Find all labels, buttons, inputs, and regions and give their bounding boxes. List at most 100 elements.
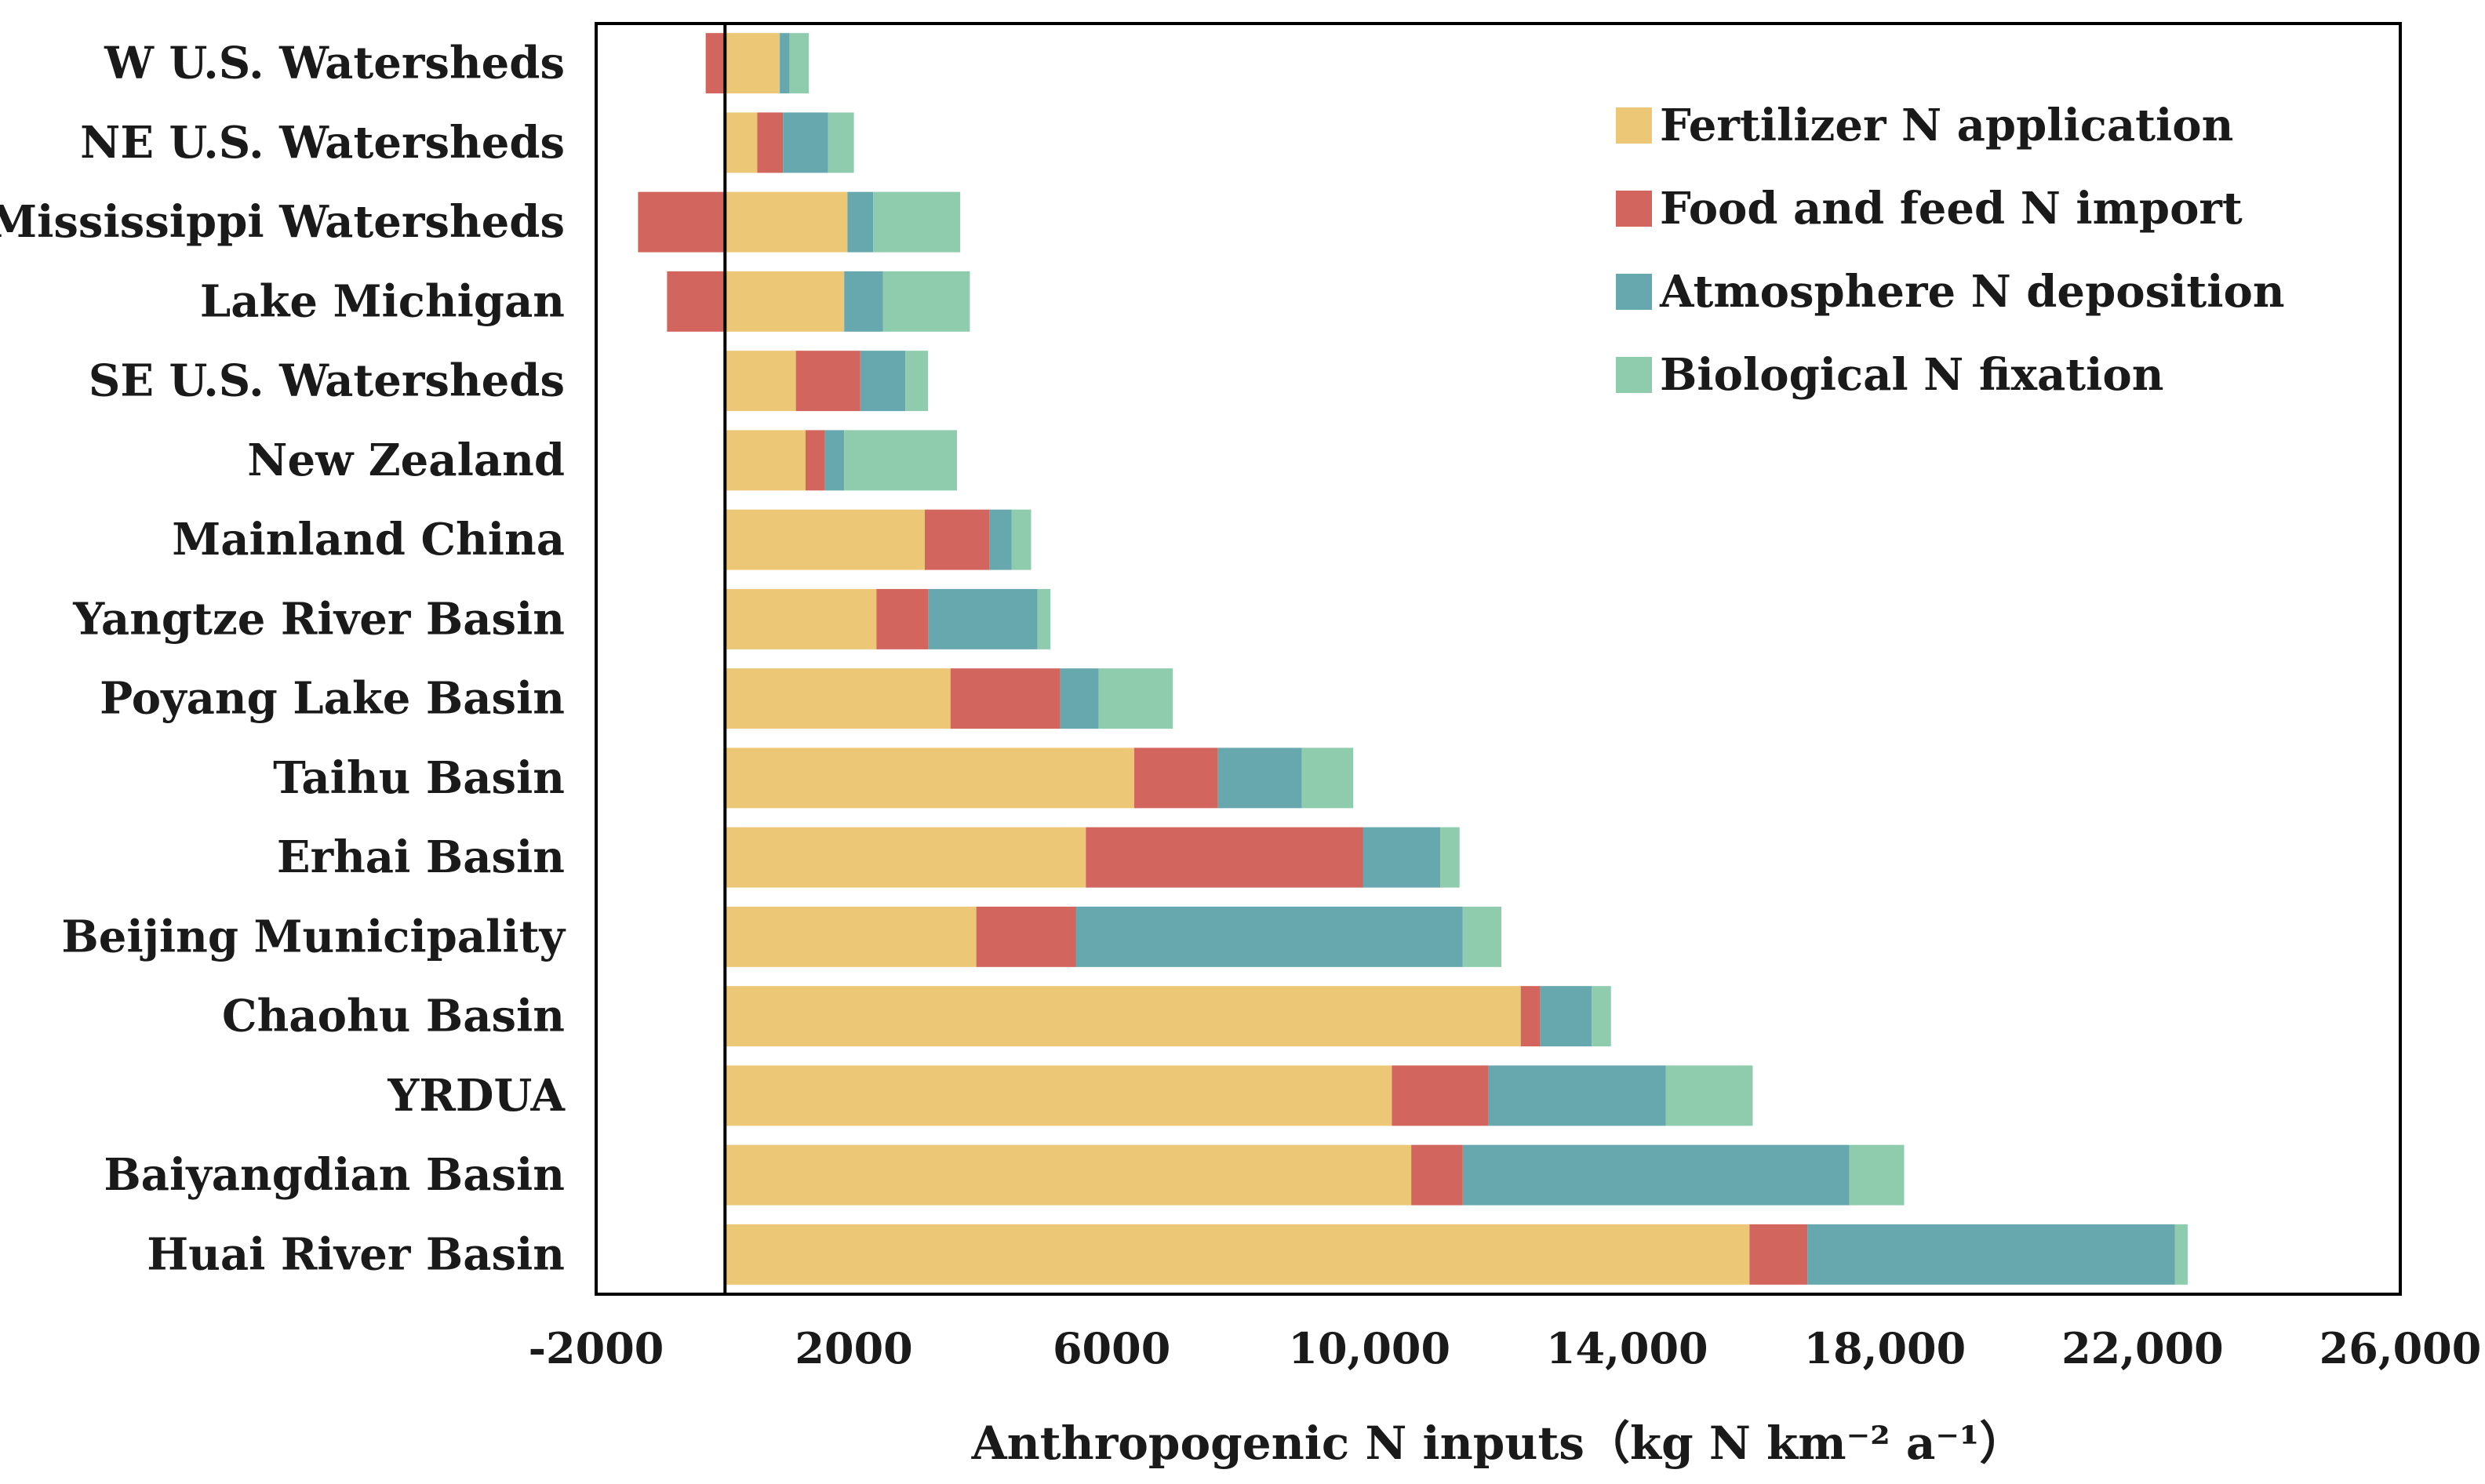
bar-baiyangdian-basin-atmosphere-n-deposition [1462,1144,1850,1206]
x-tick-label: 26,000 [2319,1323,2482,1373]
x-tick-label: 14,000 [1546,1323,1708,1373]
bar-huai-river-basin-atmosphere-n-deposition [1807,1224,2175,1285]
category-label-se-u-s-watersheds: SE U.S. Watersheds [89,355,565,407]
legend: Fertilizer N application Food and feed N … [1616,100,2285,401]
plot-frame [595,22,2402,1296]
bar-mainland-china-food-and-feed-n-import [924,509,990,570]
bar-mississippi-watersheds-fertilizer-n-application [725,191,848,253]
bar-taihu-basin-food-and-feed-n-import [1133,747,1218,809]
category-label-beijing-municipality: Beijing Municipality [61,911,566,962]
category-label-baiyangdian-basin: Baiyangdian Basin [104,1149,565,1201]
bar-taihu-basin-fertilizer-n-application [725,747,1134,809]
legend-swatch-fertilizer-n-application [1616,107,1652,144]
bar-yrdua-biological-n-fixation [1665,1065,1753,1126]
bar-lake-michigan-fertilizer-n-application [725,271,845,332]
bar-new-zealand-fertilizer-n-application [725,430,806,491]
bar-mississippi-watersheds-atmosphere-n-deposition [847,191,874,253]
bar-taihu-basin-biological-n-fixation [1301,747,1354,809]
bar-yangtze-river-basin-food-and-feed-n-import [876,588,929,649]
x-tick-label: -2000 [529,1323,664,1373]
bar-poyang-lake-basin-biological-n-fixation [1098,668,1173,729]
category-label-taihu-basin: Taihu Basin [273,752,565,804]
bar-w-u-s-watersheds-biological-n-fixation [789,33,810,94]
bar-poyang-lake-basin-food-and-feed-n-import [950,668,1061,729]
bar-erhai-basin-food-and-feed-n-import [1086,827,1363,888]
category-label-w-u-s-watersheds: W U.S. Watersheds [104,38,565,89]
x-tick-label: 22,000 [2061,1323,2224,1373]
bar-yrdua-food-and-feed-n-import [1392,1065,1489,1126]
bar-new-zealand-biological-n-fixation [844,430,957,491]
x-axis-ticks: -2000 2000 6000 10,000 14,000 18,000 22,000 26,… [529,1323,2482,1373]
bar-ne-u-s-watersheds-atmosphere-n-deposition [783,112,828,173]
bar-new-zealand-food-and-feed-n-import [805,430,825,491]
category-label-huai-river-basin: Huai River Basin [147,1228,565,1280]
bar-chaohu-basin-biological-n-fixation [1592,986,1611,1047]
bar-yrdua-fertilizer-n-application [725,1065,1392,1126]
bar-mississippi-watersheds-food-and-feed-n-import [638,191,726,253]
category-label-yrdua: YRDUA [387,1070,566,1122]
bar-chaohu-basin-fertilizer-n-application [725,986,1521,1047]
bar-mainland-china-atmosphere-n-deposition [989,509,1012,570]
bar-mississippi-watersheds-biological-n-fixation [873,191,961,253]
bar-yangtze-river-basin-biological-n-fixation [1037,588,1051,649]
category-label-chaohu-basin: Chaohu Basin [222,991,565,1042]
legend-label-biological-n-fixation: Biological N fixation [1660,349,2163,401]
legend-swatch-atmosphere-n-deposition [1616,274,1652,310]
bar-w-u-s-watersheds-food-and-feed-n-import [705,33,726,94]
bar-mainland-china-fertilizer-n-application [725,509,925,570]
category-label-erhai-basin: Erhai Basin [277,831,565,883]
bar-beijing-municipality-biological-n-fixation [1462,906,1502,967]
bar-yangtze-river-basin-atmosphere-n-deposition [928,588,1038,649]
bars-group [638,33,2188,1285]
bar-lake-michigan-food-and-feed-n-import [667,271,726,332]
x-tick-label: 18,000 [1804,1323,1967,1373]
bar-baiyangdian-basin-fertilizer-n-application [725,1144,1412,1206]
bar-taihu-basin-atmosphere-n-deposition [1217,747,1302,809]
bar-baiyangdian-basin-food-and-feed-n-import [1411,1144,1463,1206]
category-label-mississippi-watersheds: Mississippi Watersheds [0,196,565,248]
bar-w-u-s-watersheds-fertilizer-n-application [725,33,780,94]
bar-erhai-basin-biological-n-fixation [1440,827,1460,888]
bar-w-u-s-watersheds-atmosphere-n-deposition [780,33,790,94]
bar-baiyangdian-basin-biological-n-fixation [1849,1144,1905,1206]
x-tick-label: 2000 [795,1323,912,1373]
bar-lake-michigan-biological-n-fixation [882,271,970,332]
category-label-poyang-lake-basin: Poyang Lake Basin [100,673,565,725]
bar-se-u-s-watersheds-food-and-feed-n-import [795,351,860,412]
bar-poyang-lake-basin-atmosphere-n-deposition [1060,668,1099,729]
bar-ne-u-s-watersheds-biological-n-fixation [828,112,854,173]
bar-beijing-municipality-food-and-feed-n-import [976,906,1076,967]
bar-lake-michigan-atmosphere-n-deposition [844,271,883,332]
bar-se-u-s-watersheds-atmosphere-n-deposition [860,351,906,412]
x-axis-title: Anthropogenic N inputs（kg N km⁻² a⁻¹） [971,1417,2025,1470]
bar-beijing-municipality-atmosphere-n-deposition [1075,906,1463,967]
x-tick-label: 10,000 [1288,1323,1450,1373]
bar-erhai-basin-fertilizer-n-application [725,827,1086,888]
bar-ne-u-s-watersheds-fertilizer-n-application [725,112,758,173]
category-label-yangtze-river-basin: Yangtze River Basin [72,593,565,645]
bar-se-u-s-watersheds-fertilizer-n-application [725,351,796,412]
x-tick-label: 6000 [1053,1323,1170,1373]
bar-huai-river-basin-food-and-feed-n-import [1749,1224,1808,1285]
bar-yrdua-atmosphere-n-deposition [1488,1065,1666,1126]
bar-beijing-municipality-fertilizer-n-application [725,906,977,967]
bar-ne-u-s-watersheds-food-and-feed-n-import [757,112,784,173]
bar-mainland-china-biological-n-fixation [1011,509,1031,570]
bar-chaohu-basin-atmosphere-n-deposition [1540,986,1592,1047]
legend-label-fertilizer-n-application: Fertilizer N application [1660,100,2233,151]
legend-swatch-biological-n-fixation [1616,357,1652,393]
bar-se-u-s-watersheds-biological-n-fixation [905,351,929,412]
bar-yangtze-river-basin-fertilizer-n-application [725,588,877,649]
legend-swatch-food-and-feed-n-import [1616,191,1652,227]
legend-label-atmosphere-n-deposition: Atmosphere N deposition [1659,266,2285,318]
legend-label-food-and-feed-n-import: Food and feed N import [1660,183,2243,235]
category-label-mainland-china: Mainland China [172,514,565,566]
category-labels: W U.S. Watersheds NE U.S. Watersheds Missi… [0,38,566,1281]
category-label-ne-u-s-watersheds: NE U.S. Watersheds [80,117,565,169]
bar-huai-river-basin-biological-n-fixation [2174,1224,2188,1285]
bar-huai-river-basin-fertilizer-n-application [725,1224,1750,1285]
bar-chaohu-basin-food-and-feed-n-import [1520,986,1541,1047]
category-label-new-zealand: New Zealand [247,435,565,486]
bar-new-zealand-atmosphere-n-deposition [824,430,845,491]
